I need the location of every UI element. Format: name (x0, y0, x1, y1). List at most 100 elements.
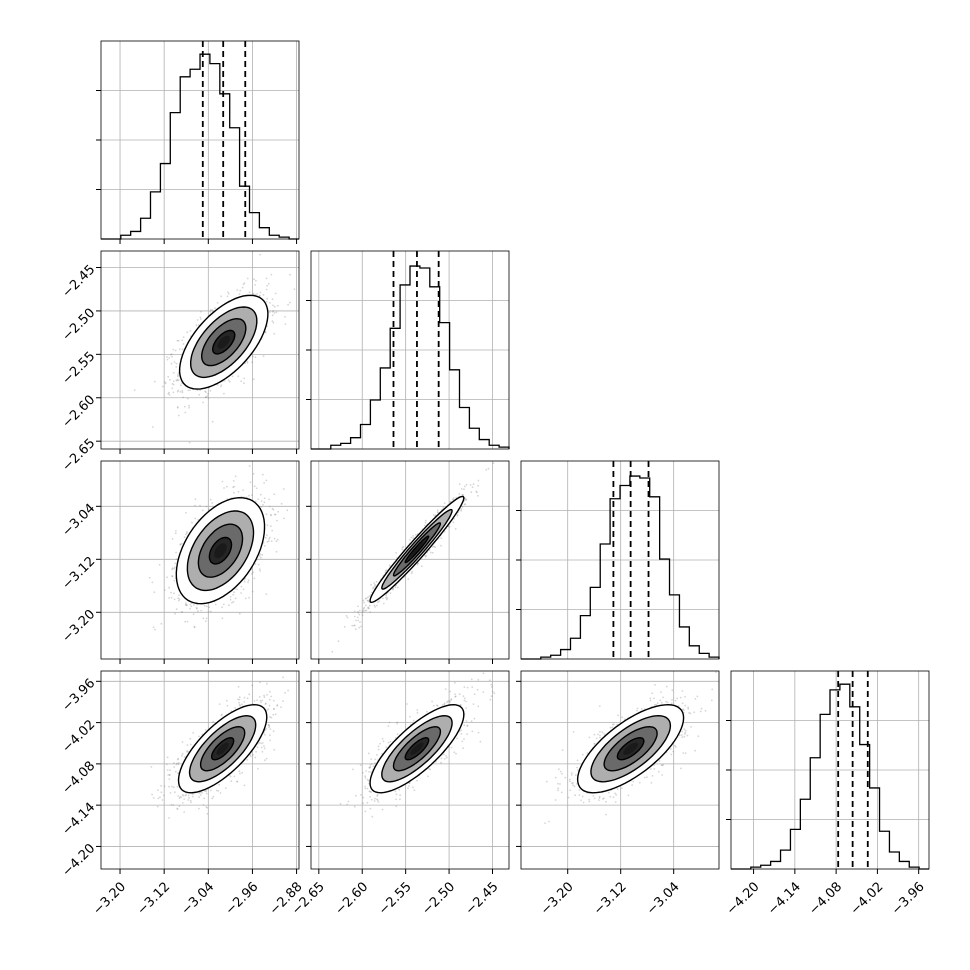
scatter-point (185, 511, 187, 514)
scatter-point (179, 543, 182, 546)
scatter-point (274, 513, 277, 516)
scatter-point (168, 391, 170, 394)
scatter-point (275, 550, 278, 553)
scatter-point (367, 600, 370, 603)
scatter-point (229, 598, 232, 601)
scatter-point (433, 545, 435, 548)
scatter-point (368, 607, 370, 610)
scatter-point (185, 604, 188, 607)
scatter-point (151, 426, 154, 428)
scatter-point (424, 519, 427, 522)
scatter-point (186, 531, 189, 533)
scatter-point (207, 397, 210, 399)
scatter-point (181, 339, 184, 342)
scatter-point (240, 592, 243, 594)
scatter-point (409, 539, 411, 541)
scatter-point (264, 733, 266, 736)
scatter-point (270, 514, 273, 516)
scatter-point (276, 519, 278, 522)
scatter-point (372, 587, 374, 590)
scatter-point (244, 597, 247, 600)
scatter-point (269, 302, 271, 304)
scatter-point (359, 621, 361, 623)
scatter-point (386, 597, 389, 600)
scatter-point (358, 613, 361, 616)
scatter-point (243, 696, 246, 699)
scatter-point (186, 750, 189, 752)
scatter-point (238, 698, 241, 701)
scatter-point (417, 562, 419, 565)
scatter-point (176, 785, 179, 788)
scatter-point (374, 606, 376, 608)
scatter-point (273, 513, 276, 516)
scatter-point (388, 564, 391, 567)
scatter-point (272, 321, 275, 324)
scatter-point (331, 650, 334, 653)
scatter-point (269, 311, 271, 314)
scatter-point (463, 499, 466, 502)
scatter-point (174, 612, 177, 615)
scatter-point (252, 292, 255, 295)
scatter-point (220, 295, 223, 298)
scatter-point (178, 805, 181, 808)
scatter-point (193, 625, 196, 628)
scatter-point (346, 616, 349, 619)
scatter-point (199, 794, 202, 796)
panel-frame (100, 250, 300, 450)
contour-line (190, 306, 258, 379)
scatter-point (205, 617, 208, 620)
panel-content (311, 461, 509, 659)
scatter-point (423, 524, 426, 527)
scatter-point (171, 387, 174, 390)
scatter-point (175, 362, 178, 365)
scatter-point (174, 532, 177, 535)
scatter-point (241, 771, 244, 774)
scatter-point (240, 585, 243, 588)
scatter-point (189, 737, 192, 740)
scatter-point (185, 602, 187, 605)
scatter-point (283, 517, 285, 520)
contour-line (212, 329, 236, 355)
scatter-point (250, 755, 252, 758)
scatter-point (186, 397, 189, 400)
scatter-point (175, 530, 177, 532)
scatter-point (242, 588, 245, 591)
scatter-point (186, 620, 189, 623)
scatter-point (200, 310, 202, 313)
scatter-point (208, 508, 210, 511)
scatter-point (181, 391, 184, 394)
scatter-point (199, 504, 201, 507)
scatter-point (262, 355, 265, 358)
scatter-point (166, 356, 168, 358)
scatter-point (177, 761, 180, 764)
scatter-point (246, 697, 249, 700)
scatter-point (175, 558, 178, 560)
scatter-panel-1-4 (100, 670, 300, 870)
scatter-point (247, 581, 249, 584)
scatter-point (260, 505, 263, 508)
scatter-point (178, 348, 181, 351)
scatter-point (167, 392, 170, 395)
scatter-point (207, 392, 209, 395)
scatter-point (157, 789, 159, 791)
scatter-point (263, 482, 265, 484)
scatter-point (364, 609, 366, 612)
scatter-point (177, 389, 180, 392)
scatter-point (360, 625, 362, 628)
scatter-point (251, 684, 254, 687)
scatter-point (154, 628, 157, 631)
scatter-point (378, 600, 381, 602)
scatter-point (195, 324, 198, 327)
scatter-point (465, 483, 468, 486)
scatter-point (269, 536, 271, 539)
scatter-point (428, 549, 431, 552)
scatter-point (169, 792, 172, 794)
scatter-point (367, 606, 370, 609)
scatter-point (177, 379, 180, 382)
scatter-point (177, 374, 179, 377)
scatter-point (251, 572, 253, 575)
scatter-point (191, 521, 193, 524)
contour-line (381, 508, 453, 590)
scatter-point (259, 553, 262, 555)
scatter-point (449, 501, 452, 503)
